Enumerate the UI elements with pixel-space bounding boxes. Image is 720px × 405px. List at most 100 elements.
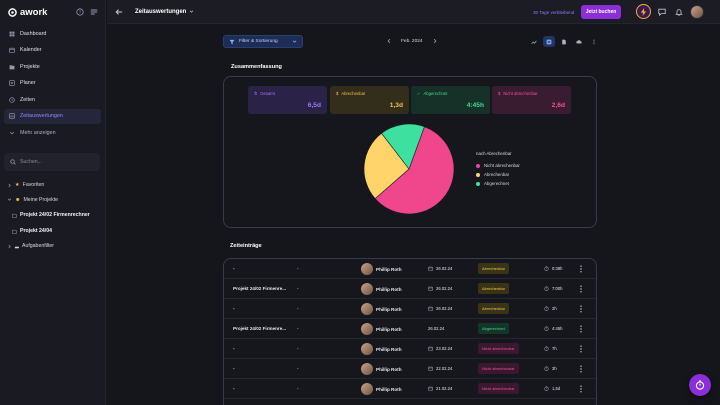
nav-item-dashboard[interactable]: Dashboard <box>4 26 101 42</box>
date-value: 26.02.24 <box>436 266 453 271</box>
nav-item-planner[interactable]: Planer <box>4 76 101 92</box>
entry-duration: 1,5d <box>544 386 560 391</box>
user-name: Phillip Roth <box>376 266 402 272</box>
star-icon: ★ <box>15 182 20 189</box>
nav-show-more[interactable]: Mehr anzeigen <box>4 125 101 141</box>
more-vertical-icon[interactable] <box>578 325 584 333</box>
tree-favorites[interactable]: ★ Favoriten <box>4 178 102 193</box>
chevron-down-icon <box>292 40 297 43</box>
calendar-icon <box>428 366 433 371</box>
more-options-button[interactable] <box>588 36 600 47</box>
chevron-right-icon <box>8 183 11 188</box>
legend-item[interactable]: Nicht abrechenbar <box>476 161 520 170</box>
cloud-download-button[interactable] <box>573 36 585 47</box>
legend-label: Abgerechnet <box>484 181 509 186</box>
line-chart-icon <box>531 40 537 44</box>
dashboard-icon <box>9 31 15 37</box>
chart-icon <box>9 113 15 119</box>
export-document-button[interactable] <box>558 36 570 47</box>
sidebar-search-input[interactable]: Suchen... <box>4 153 100 171</box>
book-now-button[interactable]: Jetzt buchen <box>581 5 621 19</box>
entry-project: - <box>233 386 235 391</box>
trial-remaining-link[interactable]: 30 Tage verbleibend <box>533 10 575 15</box>
entry-task: - <box>297 306 299 311</box>
chevron-down-icon <box>9 131 15 135</box>
table-row[interactable]: - - Phillip Roth 22.02.24 Nicht abrechenbar 3… <box>224 359 596 379</box>
pie-slice-nicht-abrechenbar[interactable] <box>374 126 455 215</box>
entry-duration: 0:38h <box>544 266 562 271</box>
chevron-down-icon[interactable] <box>189 9 194 14</box>
nav-label: Mehr anzeigen <box>20 129 56 136</box>
user-name: Phillip Roth <box>376 366 402 372</box>
entry-project: - <box>233 346 235 351</box>
entry-date: 23.02.24 <box>428 346 452 351</box>
tree-project-item[interactable]: Projekt 24/02 Firmenrechner <box>4 207 102 223</box>
nav-item-times[interactable]: Zeiten <box>4 92 101 108</box>
more-vertical-icon[interactable] <box>578 345 584 353</box>
chevron-left-icon[interactable] <box>386 38 392 44</box>
more-vertical-icon[interactable] <box>578 265 584 273</box>
avatar <box>361 263 373 275</box>
table-row[interactable]: - - Phillip Roth 23.02.24 Nicht abrechenbar 7… <box>224 339 596 359</box>
tree-task-filters[interactable]: ▂ Aufgabenfilter <box>4 239 102 254</box>
chevron-down-icon <box>7 198 12 202</box>
chat-icon[interactable] <box>658 8 666 16</box>
check-icon: ✓ <box>417 91 421 96</box>
tree-label: Favoriten <box>22 182 45 189</box>
pie-slice-abgerechnet[interactable] <box>381 123 425 170</box>
nav-item-time-reports[interactable]: Zeitauswertungen <box>4 108 101 124</box>
pie-slice-abrechenbar[interactable] <box>363 132 410 200</box>
timer-bolt-button[interactable] <box>636 4 651 19</box>
table-row[interactable]: Projekt 24/02 Firmenre... - Phillip Roth 26… <box>224 279 596 299</box>
timer-icon <box>544 286 549 291</box>
filter-sort-button[interactable]: Filter & Sortierung <box>223 35 303 48</box>
brand-logo[interactable]: awork <box>8 7 47 18</box>
project-tree: ★ Favoriten ☻ Meine Projekte Projekt 24/… <box>4 178 102 254</box>
tree-label: Projekt 24/02 Firmenrechner <box>20 212 90 219</box>
legend-item[interactable]: Abgerechnet <box>476 179 520 188</box>
table-row[interactable]: Projekt 24/02 Firmenre... - Phillip Roth 26… <box>224 319 596 339</box>
bell-icon[interactable] <box>675 8 683 16</box>
nav-item-calendar[interactable]: Kalender <box>4 43 101 59</box>
user-avatar[interactable] <box>690 5 704 19</box>
table-row[interactable]: - - Phillip Roth 26.02.24 Abrechenbar 0:38h <box>224 259 596 279</box>
view-table-button[interactable] <box>543 36 555 47</box>
table-row[interactable]: - - Phillip Roth 26.02.24 Abrechenbar 2h <box>224 299 596 319</box>
kpi-value: 4:45h <box>466 102 484 109</box>
duration-value: 4:45h <box>552 326 563 331</box>
entries-title: Zeiteinträge <box>230 243 262 249</box>
nav-item-projects[interactable]: Projekte <box>4 59 101 75</box>
status-badge: Abrechenbar <box>478 303 509 314</box>
legend-title: nach Abrechenbar <box>476 151 512 156</box>
summary-title: Zusammenfassung <box>231 64 282 70</box>
calendar-icon <box>428 266 433 271</box>
chevron-right-icon[interactable] <box>432 38 438 44</box>
tree-my-projects[interactable]: ☻ Meine Projekte <box>4 193 102 208</box>
more-vertical-icon[interactable] <box>578 285 584 293</box>
table-icon <box>546 39 552 44</box>
period-label[interactable]: Feb. 2024 <box>401 38 423 44</box>
legend-dot <box>476 172 480 177</box>
help-icon[interactable]: ? <box>76 8 84 16</box>
top-bar: Zeitauswertungen 30 Tage verbleibend Jet… <box>107 0 720 24</box>
table-row[interactable]: - - Phillip Roth 21.02.24 Nicht abrechenbar 1… <box>224 379 596 399</box>
legend-item[interactable]: Abrechenbar <box>476 170 520 179</box>
svg-text:?: ? <box>79 10 82 15</box>
more-vertical-icon[interactable] <box>578 305 584 313</box>
start-timer-fab[interactable] <box>689 374 711 396</box>
back-arrow-icon[interactable] <box>115 8 123 16</box>
entry-user: Phillip Roth <box>361 343 402 355</box>
tree-label: Meine Projekte <box>23 196 59 203</box>
timer-icon <box>544 346 549 351</box>
more-vertical-icon <box>593 39 595 44</box>
folder-icon <box>12 213 17 218</box>
menu-icon[interactable] <box>90 8 98 16</box>
entry-task: - <box>297 266 299 271</box>
entry-duration: 7h <box>544 346 557 351</box>
calendar-icon <box>428 306 433 311</box>
view-line-chart-button[interactable] <box>528 36 540 47</box>
more-vertical-icon[interactable] <box>578 385 584 393</box>
more-vertical-icon[interactable] <box>578 365 584 373</box>
tree-project-item[interactable]: Projekt 24/04 <box>4 223 102 239</box>
